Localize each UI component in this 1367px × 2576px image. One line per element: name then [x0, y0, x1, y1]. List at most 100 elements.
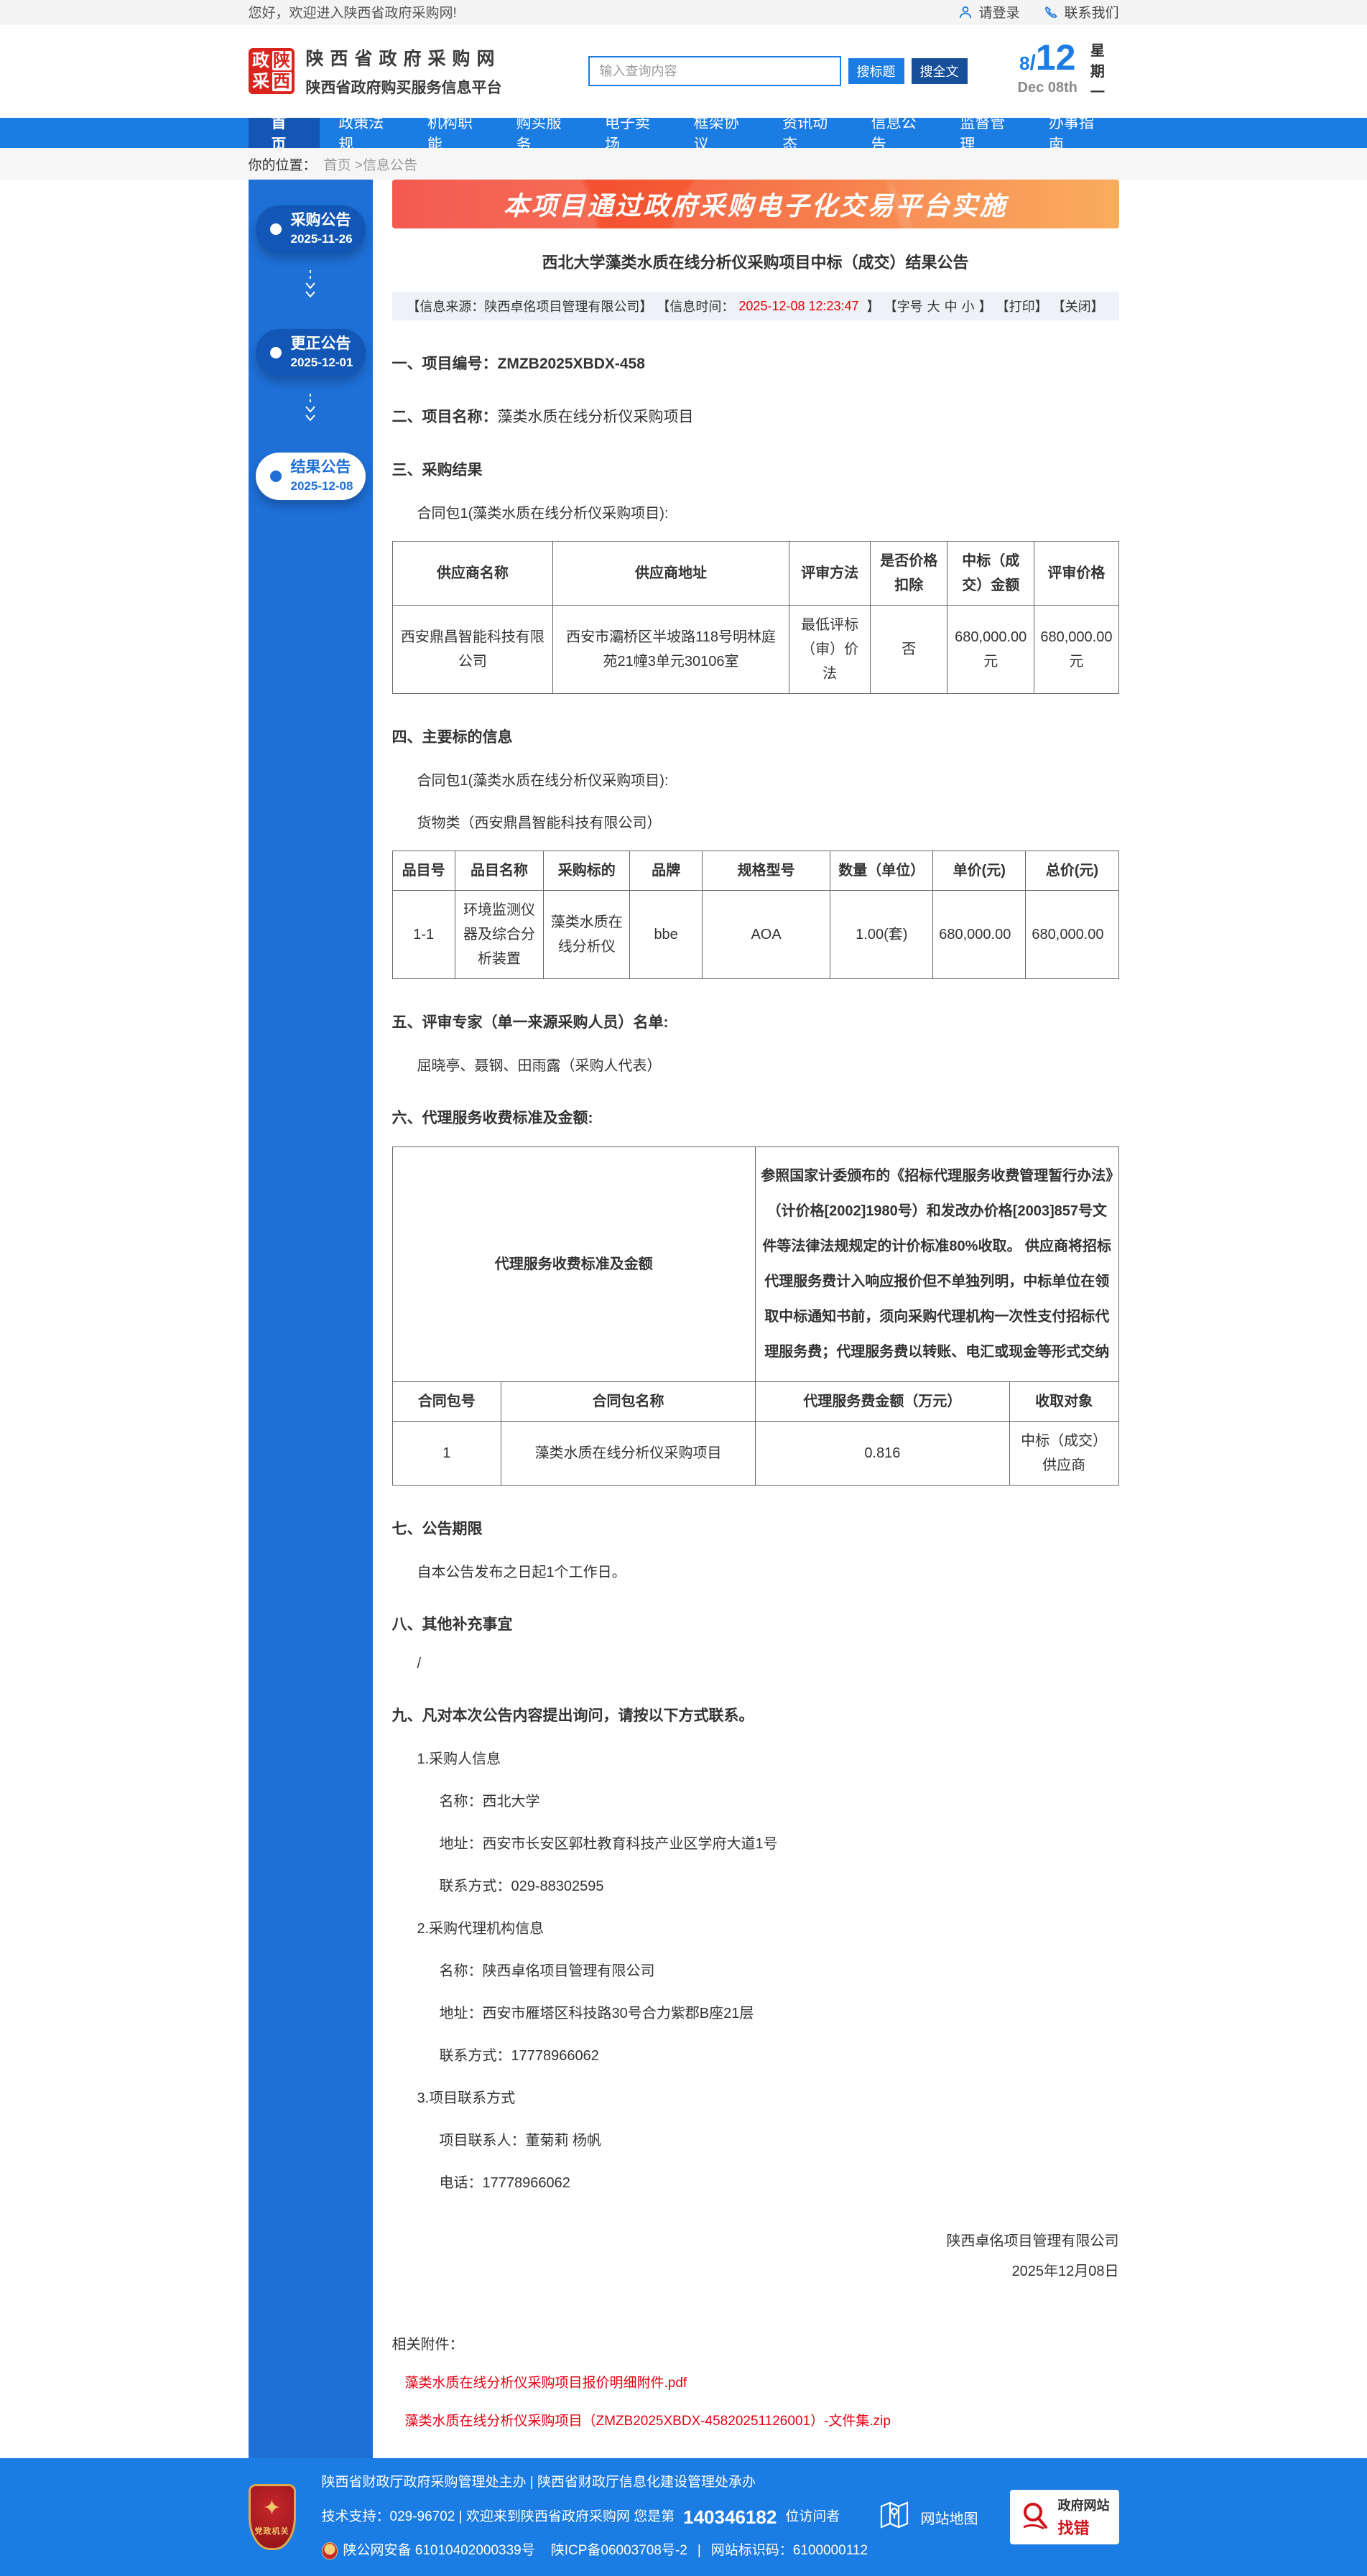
nav-item-news[interactable]: 资讯动态 — [782, 115, 828, 153]
sidebar-item-result-announcement[interactable]: 结果公告 2025-12-08 — [255, 453, 366, 500]
nav-item-policy[interactable]: 政策法规 — [338, 115, 384, 153]
attachment-link-pdf[interactable]: 藻类水质在线分析仪采购项目报价明细附件.pdf — [404, 2376, 687, 2391]
site-name: 陕西省政府采购网 — [305, 49, 501, 69]
sitemap-label: 网站地图 — [920, 2511, 978, 2527]
weekday-char: 一 — [1090, 84, 1105, 101]
agency-name: 名称：陕西卓佲项目管理有限公司 — [439, 1963, 655, 1979]
search-area: 搜标题 搜全文 — [588, 56, 968, 86]
dot-icon — [269, 347, 282, 358]
quantity: 1.00(套) — [830, 890, 934, 979]
weekday-char: 星 — [1090, 42, 1105, 59]
col-review-method: 评审方法 — [788, 541, 871, 606]
agency-info-title: 2.采购代理机构信息 — [417, 1921, 545, 1937]
nav-item-supervision[interactable]: 监督管理 — [960, 115, 1006, 153]
col-supplier-name: 供应商名称 — [391, 541, 554, 606]
section-subject-heading: 四、主要标的信息 — [391, 729, 513, 746]
section-project-number: 一、项目编号：ZMZB2025XBDX-458 — [392, 352, 1119, 374]
project-name-label: 二、项目名称： — [391, 409, 498, 425]
table-row: 1 藻类水质在线分析仪采购项目 0.816 中标（成交）供应商 — [391, 1421, 1119, 1486]
col-supplier-address: 供应商地址 — [552, 541, 789, 606]
col-procurement-subject: 采购标的 — [543, 851, 631, 891]
section-contact-heading: 九、凡对本次公告内容提出询问，请按以下方式联系。 — [391, 1708, 754, 1724]
info-time-suffix: 】 — [863, 300, 880, 314]
section-project-name: 二、项目名称：藻类水质在线分析仪采购项目 — [392, 405, 1119, 427]
review-price: 680,000.00元 — [1034, 605, 1119, 694]
gov-site-error-report-badge[interactable]: 政府网站 找错 — [1009, 2490, 1119, 2544]
police-badge-icon — [321, 2542, 338, 2560]
other-body: / — [417, 1656, 422, 1672]
font-size-medium-button[interactable]: 中 — [944, 300, 958, 314]
site-footer: ✦ 党政机关 陕西省财政厅政府采购管理处主办 | 陕西省财政厅信息化建设管理处承… — [0, 2458, 1367, 2576]
print-button[interactable]: 【打印】 — [996, 300, 1048, 314]
dot-icon — [269, 223, 282, 235]
nav-item-functions[interactable]: 机构职能 — [427, 115, 473, 153]
date-sub: Dec 08th — [1017, 79, 1078, 96]
col-total-price: 总价(元) — [1025, 851, 1119, 891]
purchaser-address: 地址：西安市长安区郭杜教育科技产业区学府大道1号 — [439, 1836, 778, 1852]
col-award-amount: 中标（成交）金额 — [947, 541, 1035, 606]
item-name: 环境监测仪器及综合分析装置 — [454, 890, 545, 979]
table-row: 西安鼎昌智能科技有限公司 西安市灞桥区半坡路118号明林庭苑21幢3单元3010… — [391, 605, 1119, 694]
date-month: 8 — [1019, 52, 1030, 74]
col-item-name: 品目名称 — [454, 851, 545, 891]
nav-item-framework[interactable]: 框架协议 — [693, 115, 739, 153]
icp-record[interactable]: 陕ICP备06003708号-2 — [550, 2543, 687, 2559]
topbar: 您好，欢迎进入陕西省政府采购网! 请登录 联系我们 — [0, 0, 1367, 24]
magnifier-icon — [1019, 2500, 1051, 2535]
dot-icon — [269, 471, 282, 482]
search-title-button[interactable]: 搜标题 — [848, 58, 904, 84]
font-size-small-button[interactable]: 小 — [961, 300, 975, 314]
date-slash: / — [1029, 50, 1036, 75]
section-experts-heading: 五、评审专家（单一来源采购人员）名单: — [391, 1014, 669, 1031]
fee-amount: 0.816 — [754, 1421, 1010, 1486]
font-size-large-button[interactable]: 大 — [927, 300, 940, 314]
purchaser-info-title: 1.采购人信息 — [417, 1751, 501, 1767]
visitor-count: 140346182 — [683, 2506, 777, 2528]
nav-item-purchase-service[interactable]: 购买服务 — [516, 115, 562, 153]
info-bar: 【信息来源：陕西卓佲项目管理有限公司】 【信息时间： 2025-12-08 12:… — [391, 292, 1119, 320]
contact-link[interactable]: 联系我们 — [1044, 2, 1119, 22]
col-item-no: 品目号 — [391, 851, 455, 891]
site-subtitle: 陕西省政府购买服务信息平台 — [305, 80, 502, 96]
logo-char: 采 — [252, 71, 269, 91]
signature-block: 陕西卓佲项目管理有限公司 2025年12月08日 — [392, 2226, 1119, 2287]
login-link[interactable]: 请登录 — [958, 2, 1019, 22]
total-price: 680,000.00 — [1025, 890, 1119, 979]
sidebar-item-purchase-announcement[interactable]: 采购公告 2025-11-26 — [255, 205, 366, 253]
date-day: 12 — [1035, 37, 1076, 78]
sidebar-item-label: 更正公告 — [290, 335, 351, 353]
welcome-text: 您好，欢迎进入陕西省政府采购网! — [248, 6, 457, 21]
project-contact-phone: 电话：17778966062 — [439, 2175, 570, 2191]
agency-fee-label: 代理服务收费标准及金额 — [391, 1146, 756, 1382]
col-review-price: 评审价格 — [1034, 541, 1119, 606]
err-badge-title: 政府网站 — [1057, 2498, 1110, 2513]
nav-item-e-market[interactable]: 电子卖场 — [605, 115, 651, 153]
procurement-subject: 藻类水质在线分析仪 — [543, 890, 631, 979]
expert-names: 屈晓亭、聂钢、田雨露（采购人代表） — [417, 1058, 662, 1074]
fee-payer: 中标（成交）供应商 — [1009, 1421, 1119, 1486]
government-emblem-icon: ✦ 党政机关 — [248, 2484, 296, 2550]
sidebar-item-date: 2025-11-26 — [290, 231, 353, 246]
project-name-value: 藻类水质在线分析仪采购项目 — [497, 409, 694, 425]
weekday-char: 期 — [1090, 63, 1105, 80]
agency-fee-table: 代理服务收费标准及金额 参照国家计委颁布的《招标代理服务收费管理暂行办法》（计价… — [391, 1146, 1119, 1486]
nav-item-guide[interactable]: 办事指南 — [1048, 115, 1094, 153]
sidebar-item-correction-announcement[interactable]: 更正公告 2025-12-01 — [255, 329, 366, 376]
search-fulltext-button[interactable]: 搜全文 — [911, 58, 968, 84]
visitor-count-suffix: 位访问者 — [785, 2508, 840, 2524]
search-input[interactable] — [589, 57, 840, 85]
sitemap-link[interactable]: 网站地图 — [878, 2498, 978, 2536]
public-security-record[interactable]: 陕公网安备 61010402000339号 — [343, 2543, 535, 2559]
breadcrumb-path[interactable]: 首页 >信息公告 — [323, 157, 417, 173]
nav-item-announcements[interactable]: 信息公告 — [871, 115, 917, 153]
attachment-link-zip[interactable]: 藻类水质在线分析仪采购项目（ZMZB2025XBDX-4582025112600… — [404, 2414, 891, 2429]
nav-item-home[interactable]: 首页 — [248, 115, 320, 153]
info-source: 【信息来源：陕西卓佲项目管理有限公司】 — [407, 300, 653, 314]
info-time-value: 2025-12-08 12:23:47 — [738, 298, 859, 313]
project-contact-title: 3.项目联系方式 — [417, 2090, 516, 2106]
timeline-sidebar: 采购公告 2025-11-26 更正公告 2025-12-01 — [248, 180, 373, 2458]
section-result-heading: 三、采购结果 — [391, 462, 483, 478]
close-button[interactable]: 【关闭】 — [1052, 300, 1104, 314]
logo-char: 政 — [252, 50, 269, 70]
user-icon — [958, 5, 973, 19]
